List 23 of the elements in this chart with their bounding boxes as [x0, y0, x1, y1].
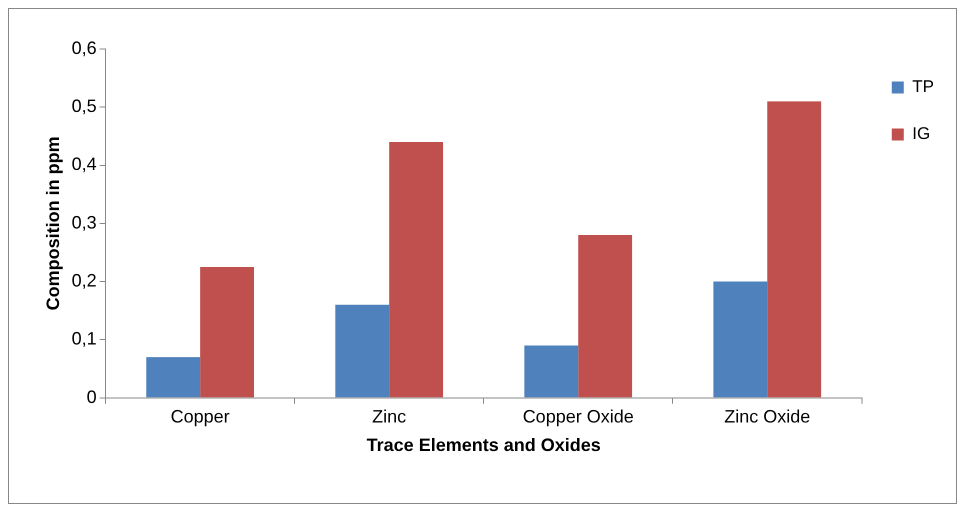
x-axis-title: Trace Elements and Oxides — [366, 435, 601, 456]
bar — [200, 267, 254, 398]
bar — [389, 142, 444, 398]
bar — [713, 282, 768, 398]
bar — [335, 304, 390, 398]
y-tick-label: 0 — [86, 386, 97, 407]
bar — [146, 357, 200, 398]
bar — [578, 235, 632, 398]
legend-label: IG — [912, 124, 930, 144]
x-tick-label: Copper Oxide — [522, 406, 634, 427]
x-tick-label: Zinc — [372, 406, 406, 427]
x-tick-label: Zinc Oxide — [724, 406, 810, 427]
bar — [524, 345, 578, 398]
y-tick-label: 0,2 — [72, 270, 97, 290]
y-tick-label: 0,5 — [72, 96, 97, 116]
bar — [767, 101, 822, 398]
y-tick-label: 0,4 — [72, 154, 97, 174]
y-tick-label: 0,6 — [72, 38, 97, 58]
x-tick-label: Copper — [170, 406, 230, 427]
y-axis-title: Composition in ppm — [42, 136, 63, 310]
y-tick-label: 0,1 — [72, 328, 97, 349]
legend-label: TP — [912, 77, 934, 96]
y-tick-label: 0,3 — [72, 212, 97, 232]
